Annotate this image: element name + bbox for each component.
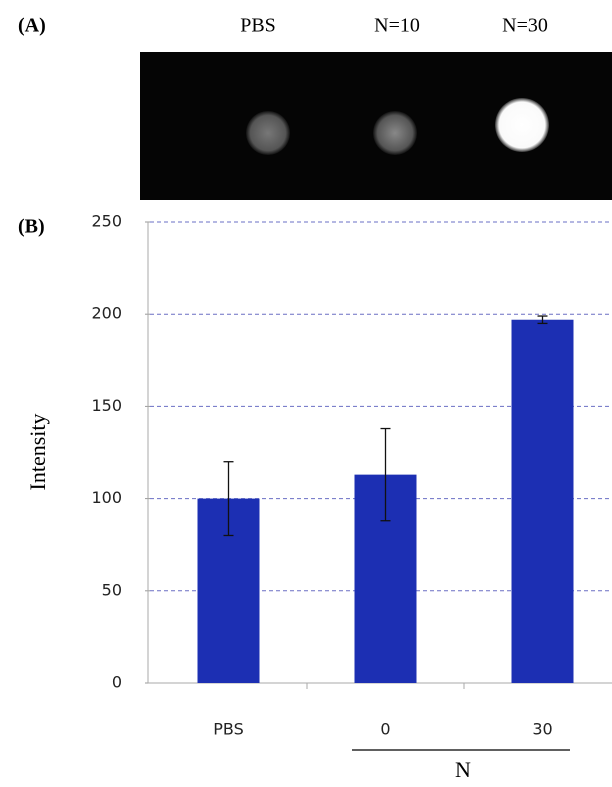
panel-label: (A) bbox=[18, 15, 46, 37]
page: (A) PBS N=10 N=30 (B) Intensity N 0 50 100… bbox=[0, 0, 612, 787]
y-tick-label: 100 bbox=[91, 488, 122, 507]
y-tick-label: 50 bbox=[102, 580, 122, 599]
image-label: N=10 bbox=[374, 15, 420, 37]
y-tick-label: 250 bbox=[91, 212, 122, 231]
figure: (A) PBS N=10 N=30 (B) Intensity N 0 50 100… bbox=[0, 0, 612, 787]
y-axis-title: Intensity bbox=[25, 414, 50, 491]
x-tick-label: 0 bbox=[380, 720, 390, 739]
panel-label: (B) bbox=[18, 216, 45, 238]
y-tick-label: 200 bbox=[91, 304, 122, 323]
bar bbox=[512, 320, 574, 683]
x-tick-label: 30 bbox=[532, 720, 552, 739]
image-label: PBS bbox=[240, 15, 276, 37]
y-tick-label: 150 bbox=[91, 396, 122, 415]
spot bbox=[246, 111, 290, 155]
spot bbox=[373, 111, 417, 155]
spot bbox=[495, 98, 549, 152]
x-tick-label: PBS bbox=[213, 720, 244, 739]
y-tick-label: 0 bbox=[112, 673, 122, 692]
x-axis-title: N bbox=[455, 757, 471, 782]
image-label: N=30 bbox=[502, 15, 548, 37]
